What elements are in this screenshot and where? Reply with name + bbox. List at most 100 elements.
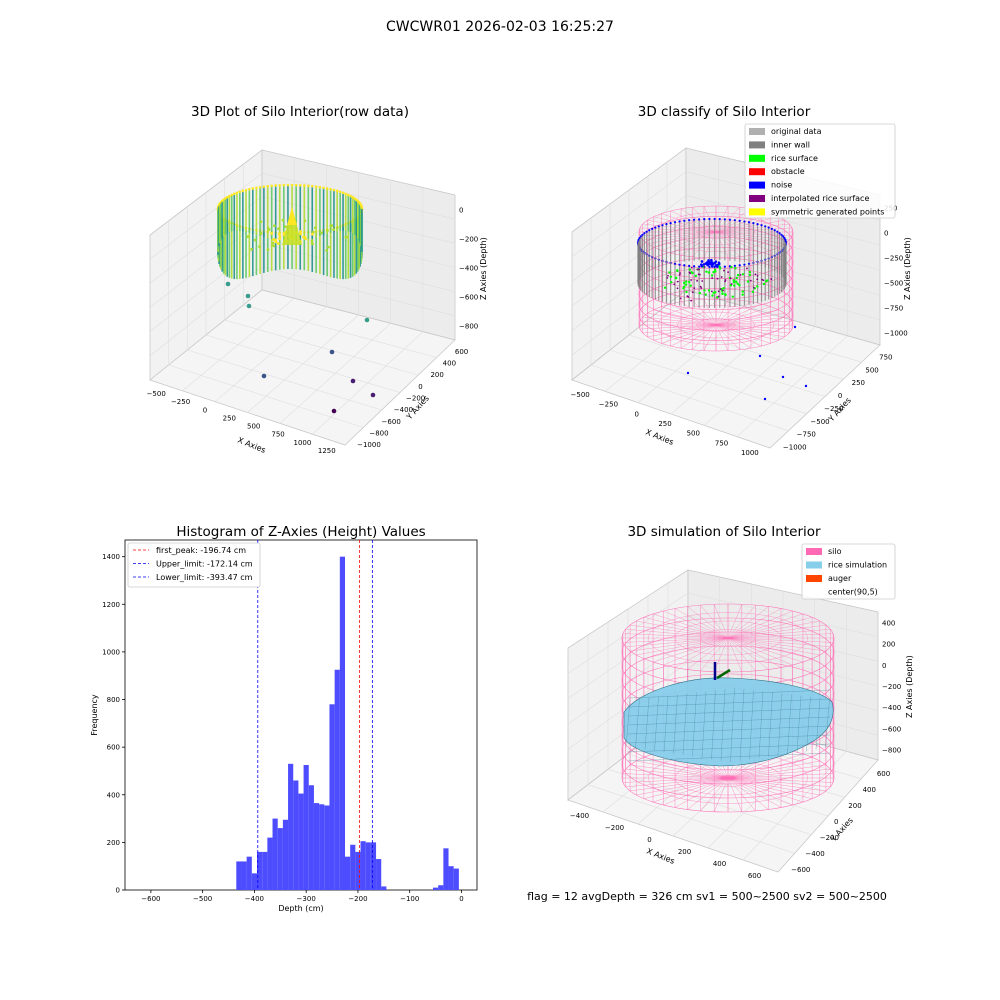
hist-bar bbox=[453, 868, 459, 890]
y-tick-label: 1200 bbox=[102, 601, 120, 609]
noise-point bbox=[743, 220, 746, 223]
rice-surface-point bbox=[713, 268, 717, 271]
surface-point bbox=[325, 229, 329, 233]
wall-top-point bbox=[255, 186, 258, 190]
noise-point bbox=[708, 265, 711, 269]
noise-point bbox=[728, 218, 732, 221]
outlier-point bbox=[364, 317, 370, 323]
rice-surface-point bbox=[748, 273, 752, 277]
legend-label: silo bbox=[828, 547, 842, 556]
surface-mesh-line bbox=[768, 692, 773, 757]
rice-surface-point bbox=[714, 270, 717, 273]
interpolated-point bbox=[739, 274, 742, 276]
rice-surface-point bbox=[675, 276, 678, 280]
interpolated-point bbox=[690, 299, 693, 302]
y-tick-label: −400 bbox=[805, 850, 824, 858]
rice-surface-point bbox=[722, 287, 725, 290]
surface-mesh-line bbox=[627, 734, 831, 744]
noise-outlier bbox=[781, 375, 785, 379]
rice-surface-point bbox=[663, 286, 667, 289]
surface-mesh-line bbox=[625, 700, 631, 747]
noise-point bbox=[773, 229, 776, 232]
surface-point bbox=[267, 228, 271, 231]
noise-cluster-point bbox=[706, 263, 709, 267]
legend-label: center(90,5) bbox=[828, 588, 878, 597]
raw-xlabel: X Axies bbox=[236, 436, 267, 455]
rice-surface-point bbox=[732, 280, 736, 284]
noise-point bbox=[645, 230, 648, 233]
noise-point bbox=[723, 218, 726, 221]
y-tick-label: 200 bbox=[107, 839, 120, 847]
y-tick-label: −750 bbox=[797, 431, 816, 439]
noise-cluster-point bbox=[710, 258, 713, 262]
y-tick-label: −1000 bbox=[357, 441, 381, 449]
x-tick-label: 500 bbox=[247, 423, 260, 431]
panel-raw-3d: 3D Plot of Silo Interior(row data) −500−… bbox=[147, 104, 488, 455]
interpolated-point bbox=[716, 277, 719, 280]
surface-mesh-line bbox=[627, 752, 831, 762]
x-tick-label: −500 bbox=[147, 390, 166, 398]
classify-legend: original data inner wall rice surface obsta… bbox=[744, 123, 896, 219]
noise-point bbox=[661, 224, 664, 227]
legend-swatch bbox=[749, 208, 765, 216]
x-tick-label: −200 bbox=[348, 895, 367, 903]
y-tick-label: 0 bbox=[834, 818, 838, 826]
rice-surface-point bbox=[710, 274, 714, 277]
wall-top-point bbox=[282, 183, 286, 187]
x-tick-label: 400 bbox=[713, 860, 726, 868]
wall-top-point bbox=[224, 197, 227, 200]
z-tick-label: −500 bbox=[884, 280, 903, 288]
panel-classify-3d: 3D classify of Silo Interior −500 −250 0 25… bbox=[571, 104, 912, 457]
hist-bar bbox=[313, 803, 320, 890]
x-tick-label: 1000 bbox=[294, 439, 312, 447]
noise-point bbox=[764, 225, 767, 228]
hist-bar bbox=[257, 851, 263, 890]
surface-mesh-line bbox=[627, 743, 831, 753]
x-tick-label: 1000 bbox=[741, 449, 759, 457]
noise-point bbox=[703, 218, 706, 221]
hist-bar bbox=[308, 785, 314, 890]
gridline bbox=[736, 335, 848, 437]
surface-point bbox=[258, 245, 261, 249]
wall-top-point bbox=[274, 184, 278, 187]
interpolated-point bbox=[688, 271, 691, 274]
rice-surface-point bbox=[762, 282, 766, 286]
hist-bar bbox=[262, 851, 268, 890]
rice-surface-point bbox=[714, 291, 717, 294]
interpolated-point bbox=[749, 279, 752, 282]
wall-top-point bbox=[238, 190, 242, 194]
y-tick-label: −200 bbox=[406, 395, 425, 403]
legend-swatch bbox=[749, 168, 765, 176]
y-tick-label: 750 bbox=[879, 353, 892, 361]
rice-surface-point bbox=[735, 280, 738, 283]
raw-zlabel: Z Axies (Depth) bbox=[479, 237, 488, 300]
y-tick-label: 400 bbox=[107, 791, 120, 799]
surface-mesh-line bbox=[644, 697, 650, 750]
figure-suptitle: CWCWR01 2026-02-03 16:25:27 bbox=[386, 19, 614, 35]
hist-bar bbox=[365, 842, 371, 890]
panel-histogram: Histogram of Z-Axies (Height) Values −60… bbox=[90, 524, 478, 913]
wall-top-point bbox=[270, 184, 273, 188]
wall-top-point bbox=[349, 194, 352, 198]
z-tick-label: −400 bbox=[459, 265, 478, 273]
noise-point bbox=[783, 236, 786, 240]
y-tick-label: −1000 bbox=[783, 444, 807, 452]
hist-bar bbox=[277, 828, 283, 890]
interpolated-point bbox=[698, 268, 701, 271]
hist-bar bbox=[334, 669, 340, 890]
rice-surface-point bbox=[698, 291, 702, 295]
x-tick-label: 600 bbox=[748, 872, 761, 880]
center-cone-tip bbox=[287, 207, 297, 225]
legend-label: auger bbox=[828, 574, 852, 583]
wall-top-point bbox=[230, 193, 234, 197]
surface-point bbox=[311, 232, 314, 236]
y-tick-label: 600 bbox=[877, 770, 890, 778]
surface-point bbox=[253, 238, 257, 242]
wall-top-point bbox=[294, 183, 298, 187]
hist-bar bbox=[360, 841, 366, 890]
x-tick-label: −100 bbox=[400, 895, 419, 903]
noise-cluster-point bbox=[716, 263, 719, 267]
surface-point bbox=[270, 232, 274, 235]
